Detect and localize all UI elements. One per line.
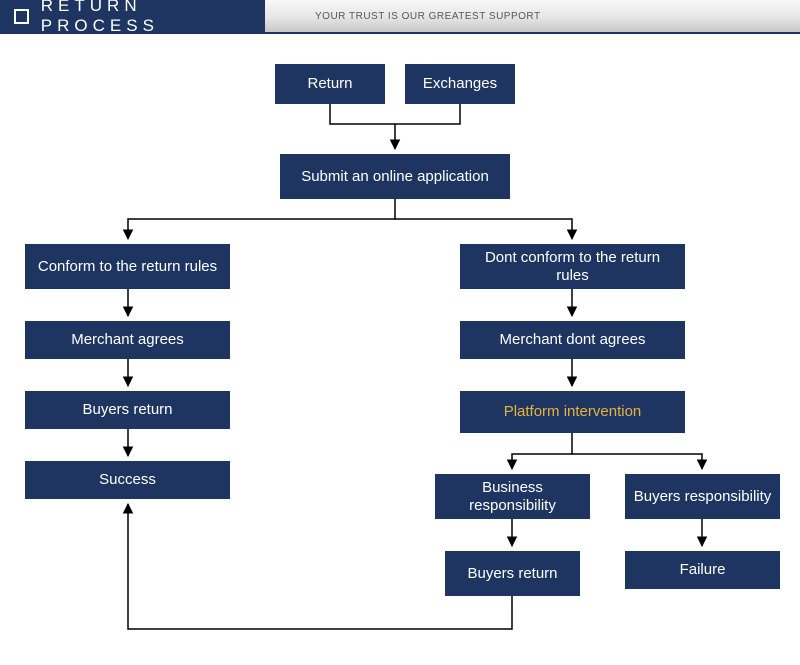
node-magree: Merchant agrees (25, 321, 230, 359)
header-title: RETURN PROCESS (41, 0, 265, 36)
header-subtitle-bar: YOUR TRUST IS OUR GREATEST SUPPORT (265, 0, 800, 32)
node-buyresp: Buyers responsibility (625, 474, 780, 519)
node-notconform: Dont conform to the return rules (460, 244, 685, 289)
node-buyersreturn2: Buyers return (445, 551, 580, 596)
header-bar: RETURN PROCESS YOUR TRUST IS OUR GREATES… (0, 0, 800, 34)
node-conform: Conform to the return rules (25, 244, 230, 289)
header-subtitle: YOUR TRUST IS OUR GREATEST SUPPORT (315, 11, 541, 22)
node-mdisagree: Merchant dont agrees (460, 321, 685, 359)
node-submit: Submit an online application (280, 154, 510, 199)
flowchart-canvas: Return Exchanges Submit an online applicat… (0, 34, 800, 664)
node-exchanges: Exchanges (405, 64, 515, 104)
node-bizresp: Business responsibility (435, 474, 590, 519)
node-buyersreturn1: Buyers return (25, 391, 230, 429)
node-success: Success (25, 461, 230, 499)
node-platform: Platform intervention (460, 391, 685, 433)
header-blue-section: RETURN PROCESS (0, 0, 265, 32)
node-failure: Failure (625, 551, 780, 589)
square-bullet-icon (14, 9, 29, 24)
node-return: Return (275, 64, 385, 104)
